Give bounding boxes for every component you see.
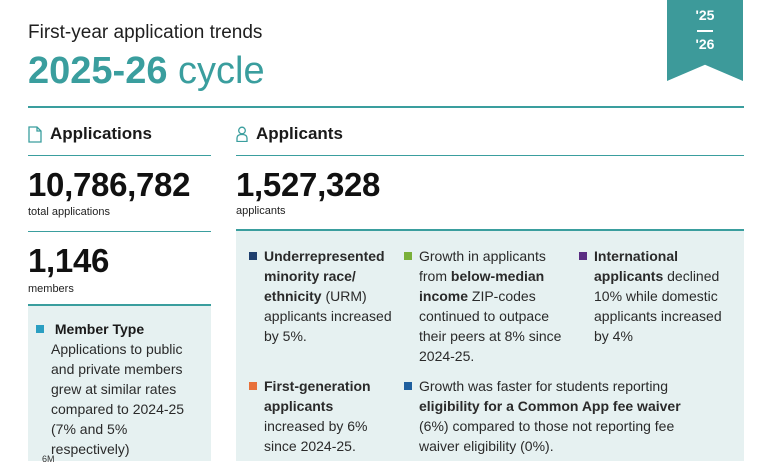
ribbon-top-year: '25 [695, 7, 715, 23]
header-divider [28, 106, 744, 108]
income-bullet [404, 252, 412, 260]
first-gen-item: First-generation applicants increased by… [249, 376, 397, 456]
member-type-bullet [36, 325, 44, 333]
international-bold: International applicants [594, 248, 679, 284]
total-applications-value: 10,786,782 [28, 166, 191, 203]
applicants-panel-divider [236, 229, 744, 231]
fee-waiver-text: (6%) compared to those not reporting fee… [419, 418, 675, 454]
fee-waiver-bold: eligibility for a Common App fee waiver [419, 398, 681, 414]
cycle-word: cycle [178, 50, 265, 92]
applications-heading: Applications [28, 124, 152, 144]
urm-bullet [249, 252, 257, 260]
page-subtitle: First-year application trends [28, 22, 263, 43]
income-pre: Growth in applicants from [419, 248, 546, 284]
income-item: Growth in applicants from below-median i… [404, 246, 564, 366]
fee-waiver-item: Growth was faster for students reporting… [404, 376, 704, 456]
chart-axis-tick: 6M [42, 454, 55, 464]
first-gen-bullet [249, 382, 257, 390]
cycle-year: 2025-26 [28, 50, 168, 92]
first-gen-text: increased by 6% since 2024-25. [264, 418, 368, 454]
international-text: declined 10% while domestic applicants i… [594, 268, 722, 344]
international-bullet [579, 252, 587, 260]
document-icon [28, 125, 42, 143]
urm-text: (URM) applicants increased by 5%. [264, 288, 392, 344]
urm-item: Underrepresented minority race/ ethnicit… [249, 246, 397, 346]
total-applicants-value: 1,527,328 [236, 166, 381, 203]
international-item: International applicants declined 10% wh… [579, 246, 734, 346]
applicants-heading: Applicants [236, 124, 343, 144]
ribbon-divider [697, 30, 713, 32]
member-type-text: Applications to public and private membe… [51, 341, 185, 457]
applicants-divider [236, 155, 744, 156]
members-label: members [28, 283, 74, 295]
member-type-title: Member Type [54, 321, 145, 337]
total-applications-label: total applications [28, 206, 110, 218]
member-type-divider [28, 304, 211, 306]
applications-divider [28, 155, 211, 156]
applicants-heading-label: Applicants [256, 124, 343, 143]
page-title: 2025-26 cycle [28, 50, 265, 93]
members-divider [28, 231, 211, 232]
fee-waiver-pre: Growth was faster for students reporting [419, 378, 668, 394]
cycle-ribbon: '25 '26 [667, 0, 743, 81]
fee-waiver-bullet [404, 382, 412, 390]
urm-bold: Underrepresented minority race/ ethnicit… [264, 248, 385, 304]
total-applicants-label: applicants [236, 205, 286, 217]
ribbon-bottom-year: '26 [695, 36, 715, 52]
applicants-panel: Underrepresented minority race/ ethnicit… [236, 231, 744, 461]
first-gen-bold: First-generation applicants [264, 378, 371, 414]
applications-heading-label: Applications [50, 124, 153, 143]
person-icon [236, 126, 248, 142]
member-type-panel: Member Type Applications to public and p… [28, 306, 211, 464]
income-bold: below-median income [419, 268, 545, 304]
members-value: 1,146 [28, 242, 110, 279]
income-text: ZIP-codes continued to outpace their pee… [419, 288, 562, 364]
